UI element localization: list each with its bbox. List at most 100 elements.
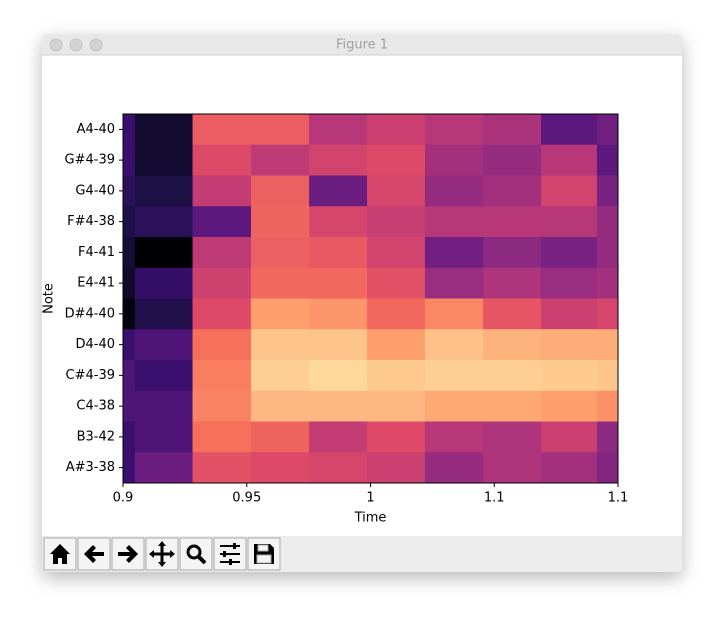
heatmap-cell [123, 452, 136, 484]
heatmap-cell [596, 114, 619, 146]
heatmap-cell [367, 237, 426, 269]
heatmap-cell [123, 329, 136, 361]
heatmap-cell [483, 237, 542, 269]
heatmap-cell [541, 452, 598, 484]
heatmap-cell [367, 114, 426, 146]
heatmap-cell [134, 175, 194, 207]
forward-button[interactable] [111, 537, 145, 571]
heatmap-cell [192, 206, 252, 238]
heatmap-cell [541, 144, 598, 176]
heatmap-cell [483, 267, 542, 299]
x-tick-label: 0.9 [113, 491, 134, 506]
heatmap-cell [367, 452, 426, 484]
heatmap-cell [596, 206, 619, 238]
heatmap-cell [367, 206, 426, 238]
heatmap-cell [367, 298, 426, 330]
configure-button[interactable] [213, 537, 247, 571]
heatmap-cell [424, 421, 484, 453]
heatmap-cell [596, 298, 619, 330]
heatmap-cell [483, 144, 542, 176]
heatmap-cell [134, 298, 194, 330]
heatmap-cell [483, 206, 542, 238]
heatmap-cell [123, 298, 136, 330]
y-tick-label: D#4-40 [65, 306, 115, 321]
pan-button[interactable] [145, 537, 179, 571]
heatmap-cell [123, 390, 136, 422]
heatmap-cell [424, 175, 484, 207]
heatmap-cell [596, 144, 619, 176]
heatmap-cell [134, 114, 194, 146]
heatmap-cell [596, 237, 619, 269]
heatmap-cell [250, 114, 310, 146]
save-button[interactable] [247, 537, 281, 571]
heatmap-cell [134, 144, 194, 176]
y-tick-label: C4-38 [76, 399, 115, 414]
heatmap-cell [309, 114, 368, 146]
heatmap-cell [424, 114, 484, 146]
heatmap-cell [483, 390, 542, 422]
heatmap-cell [123, 144, 136, 176]
heatmap-cell [541, 206, 598, 238]
heatmap-cell [541, 114, 598, 146]
heatmap-cell [483, 298, 542, 330]
plot: A4-40 G#4-39 G4-40 F#4-38 F4-41 E4-41 D#4-40 D4… [42, 113, 629, 526]
heatmap-cell [483, 421, 542, 453]
heatmap-cell [596, 360, 619, 392]
zoom-button[interactable] [89, 38, 103, 52]
heatmap-cell [541, 175, 598, 207]
y-tick-label: A#3-38 [66, 460, 115, 475]
heatmap-cell [250, 390, 310, 422]
y-tick-label: D4-40 [75, 337, 115, 352]
heatmap-cell [192, 175, 252, 207]
heatmap-cell [123, 421, 136, 453]
heatmap-cell [596, 452, 619, 484]
x-axis-label: Time [354, 511, 387, 526]
heatmap-cell [309, 237, 368, 269]
heatmap-cell [367, 175, 426, 207]
heatmap-cell [367, 329, 426, 361]
heatmap-cell [134, 206, 194, 238]
heatmap-cell [250, 175, 310, 207]
close-button[interactable] [49, 38, 63, 52]
x-tick-label: 1 [366, 491, 374, 506]
heatmap-cell [309, 144, 368, 176]
heatmap-cell [192, 390, 252, 422]
x-tick-label: 1.1 [608, 491, 629, 506]
heatmap-cell [309, 452, 368, 484]
home-button[interactable] [43, 537, 77, 571]
heatmap-cell [424, 298, 484, 330]
heatmap-cell [541, 267, 598, 299]
y-tick-label: F#4-38 [67, 214, 115, 229]
heatmap-cell [541, 329, 598, 361]
heatmap-cell [192, 298, 252, 330]
heatmap-cell [250, 421, 310, 453]
heatmap-cell [250, 206, 310, 238]
y-tick-label: G4-40 [75, 183, 115, 198]
heatmap-cell [367, 267, 426, 299]
heatmap-cell [541, 421, 598, 453]
y-axis-label: Note [42, 283, 57, 314]
heatmap-cell [123, 206, 136, 238]
heatmap-cell [192, 144, 252, 176]
minimize-button[interactable] [69, 38, 83, 52]
zoom-tool-button[interactable] [179, 537, 213, 571]
heatmap-cell [596, 421, 619, 453]
heatmap-cell [596, 267, 619, 299]
y-tick-label: B3-42 [77, 429, 115, 444]
heatmap-cell [250, 360, 310, 392]
heatmap-cell [250, 452, 310, 484]
back-button[interactable] [77, 537, 111, 571]
y-tick-label: F4-41 [78, 245, 115, 260]
heatmap-cell [483, 329, 542, 361]
heatmap-cell [192, 421, 252, 453]
heatmap-cell [192, 360, 252, 392]
heatmap-cell [309, 206, 368, 238]
heatmap-cell [424, 237, 484, 269]
y-tick-label: E4-41 [77, 276, 115, 291]
heatmap-cell [192, 237, 252, 269]
heatmap-cell [424, 206, 484, 238]
heatmap-cell [134, 421, 194, 453]
heatmap-cell [309, 329, 368, 361]
title-bar [42, 34, 682, 55]
